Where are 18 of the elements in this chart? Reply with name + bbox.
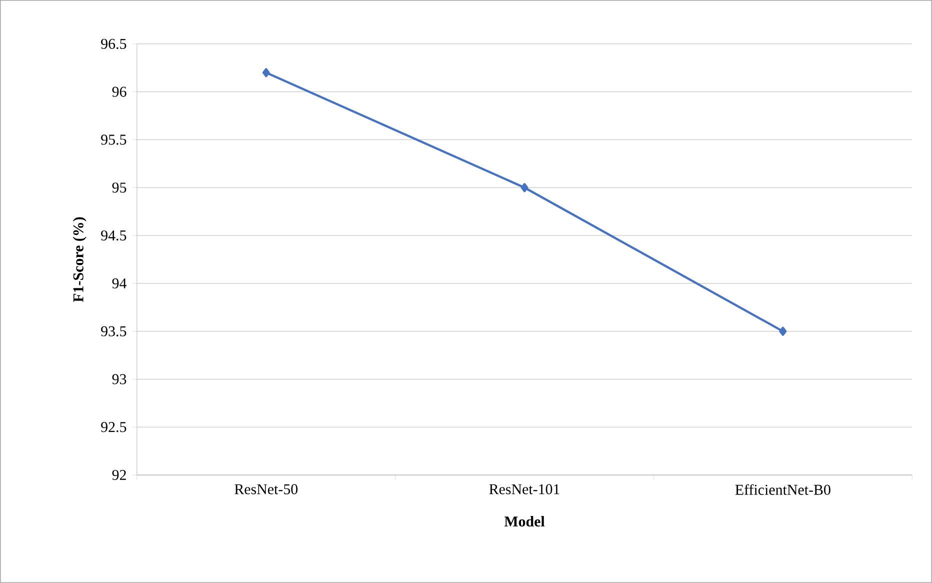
point: [262, 68, 270, 78]
y-tick-label: 96: [112, 86, 126, 97]
y-tick-label: 93: [112, 374, 126, 384]
y-tick-label: 95: [112, 182, 126, 193]
point: [520, 183, 528, 192]
y-tick-label: 92: [112, 470, 126, 480]
x-tick-label: ResNet-101: [489, 484, 560, 494]
y-tick-label: 93.5: [101, 326, 126, 336]
y-tick-label: 96.5: [101, 38, 126, 49]
y-tick-label: 92.5: [101, 422, 126, 432]
y-axis-title: F1-Score (%): [72, 217, 86, 302]
y-tick-label: 95.5: [101, 134, 126, 145]
y-tick-label: 94: [112, 278, 127, 288]
x-axis-title: Model: [504, 516, 545, 527]
point: [779, 326, 787, 336]
x-tick-label: ResNet-50: [234, 484, 298, 494]
x-tick-label: EfficientNet-B0: [735, 484, 830, 495]
y-tick-label: 94.5: [101, 230, 126, 241]
